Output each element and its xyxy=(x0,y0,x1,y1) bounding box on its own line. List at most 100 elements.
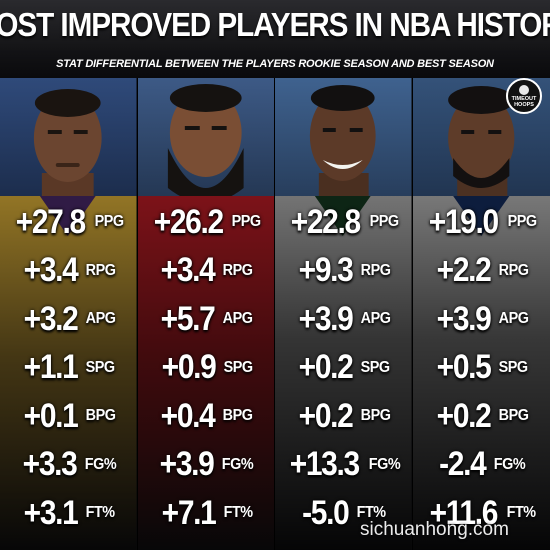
stat-unit: BPG xyxy=(360,407,391,425)
stat-row: +0.1 BPG xyxy=(20,392,117,441)
stat-unit: PPG xyxy=(507,213,537,231)
stat-value: +0.9 xyxy=(161,348,216,387)
stat-unit: PPG xyxy=(369,213,399,231)
title-bar: MOST IMPROVED PLAYERS IN NBA HISTORY xyxy=(0,0,550,50)
basketball-icon xyxy=(519,84,529,95)
stat-row: +0.4 BPG xyxy=(157,392,254,441)
stat-row: +3.1 FT% xyxy=(20,489,116,538)
logo-line-1: TIMEOUT xyxy=(511,95,537,102)
stat-row: +3.4 RPG xyxy=(157,247,254,296)
stat-unit: FG% xyxy=(222,455,254,473)
stat-row: +2.2 RPG xyxy=(433,247,530,296)
player-photo-3 xyxy=(275,78,412,208)
stat-unit: BPG xyxy=(222,407,253,425)
stat-value: +3.3 xyxy=(22,445,77,484)
stat-unit: FG% xyxy=(84,455,117,473)
jersey-background-3 xyxy=(275,196,412,550)
stat-row: +3.4 RPG xyxy=(20,247,117,296)
stat-row: +3.9 APG xyxy=(433,295,530,344)
timeout-hoops-logo: TIMEOUT HOOPS xyxy=(506,78,542,114)
jersey-background-2 xyxy=(137,196,274,550)
stat-unit: APG xyxy=(85,310,116,328)
stat-value: +3.1 xyxy=(23,493,79,532)
stat-unit: FT% xyxy=(85,504,116,522)
jersey-background-4 xyxy=(412,196,550,550)
stat-row: +7.1 FT% xyxy=(158,489,254,538)
stat-unit: FT% xyxy=(506,504,537,522)
stat-value: +27.8 xyxy=(16,202,86,241)
stat-unit: APG xyxy=(360,310,391,328)
stat-unit: FT% xyxy=(356,504,387,522)
stat-value: +22.8 xyxy=(291,202,361,241)
stat-list-3: +22.8 PPG +9.3 RPG +3.9 APG +0.2 SPG +0.2 BPG… xyxy=(275,198,412,538)
stat-unit: FG% xyxy=(368,455,400,473)
stat-row: +1.1 SPG xyxy=(20,344,116,393)
player-panel-1: +27.8 PPG +3.4 RPG +3.2 APG +1.1 SPG +0.1 BPG… xyxy=(0,78,138,550)
stat-unit: RPG xyxy=(360,261,391,279)
stat-row: +0.2 BPG xyxy=(433,392,530,441)
stat-value: +2.2 xyxy=(436,251,491,290)
player-panel-3: +22.8 PPG +9.3 RPG +3.9 APG +0.2 SPG +0.2 BPG… xyxy=(275,78,413,550)
stat-value: +0.2 xyxy=(298,348,354,387)
stat-value: +0.1 xyxy=(23,396,78,435)
subtitle-bar: STAT DIFFERENTIAL BETWEEN THE PLAYERS RO… xyxy=(0,50,550,78)
stat-unit: SPG xyxy=(223,358,253,376)
stat-unit: RPG xyxy=(498,261,529,279)
player-photo-2 xyxy=(137,78,274,208)
stat-row: +13.3 FG% xyxy=(285,441,401,490)
player-photo-1 xyxy=(0,78,137,208)
stat-value: +3.4 xyxy=(160,251,216,290)
stat-row: +26.2 PPG xyxy=(149,198,263,247)
stat-unit: FG% xyxy=(493,455,525,473)
stat-value: +13.3 xyxy=(289,445,360,484)
stat-row: +27.8 PPG xyxy=(11,198,125,247)
stat-row: +19.0 PPG xyxy=(424,198,538,247)
stat-unit: SPG xyxy=(498,358,529,376)
logo-line-2: HOOPS xyxy=(514,101,534,108)
stat-value: +3.9 xyxy=(159,445,215,484)
stat-row: +3.9 FG% xyxy=(156,441,255,490)
player-photo-4 xyxy=(412,78,550,208)
stat-row: +0.5 SPG xyxy=(433,344,529,393)
stat-value: +3.2 xyxy=(23,299,78,338)
stat-unit: APG xyxy=(498,310,529,328)
stat-value: +0.5 xyxy=(436,348,492,387)
stat-unit: RPG xyxy=(85,261,116,279)
player-panels: +27.8 PPG +3.4 RPG +3.2 APG +1.1 SPG +0.1 BPG… xyxy=(0,78,550,550)
stat-value: +7.1 xyxy=(161,493,216,532)
stat-value: +26.2 xyxy=(153,202,224,241)
stat-list-1: +27.8 PPG +3.4 RPG +3.2 APG +1.1 SPG +0.1 BPG… xyxy=(0,198,137,538)
stat-value: +0.2 xyxy=(436,396,491,435)
stat-row: +0.2 BPG xyxy=(295,392,392,441)
stat-unit: BPG xyxy=(85,407,116,425)
watermark: sichuanhong.com xyxy=(360,519,509,540)
stat-value: +1.1 xyxy=(23,348,79,387)
stat-unit: BPG xyxy=(498,407,529,425)
stat-row: +3.3 FG% xyxy=(19,441,118,490)
stat-row: +5.7 APG xyxy=(157,295,254,344)
stat-value: +5.7 xyxy=(160,299,216,338)
stat-row: +0.9 SPG xyxy=(158,344,254,393)
stat-unit: RPG xyxy=(222,261,253,279)
stat-row: +9.3 RPG xyxy=(295,247,392,296)
stat-value: +0.2 xyxy=(298,396,353,435)
stat-row: -2.4 FG% xyxy=(436,441,527,490)
page-title: MOST IMPROVED PLAYERS IN NBA HISTORY xyxy=(0,6,550,43)
stat-unit: APG xyxy=(222,310,253,328)
stat-unit: SPG xyxy=(360,358,391,376)
stat-row: +22.8 PPG xyxy=(286,198,400,247)
stat-list-2: +26.2 PPG +3.4 RPG +5.7 APG +0.9 SPG +0.4 BPG… xyxy=(138,198,275,538)
stat-unit: SPG xyxy=(85,358,116,376)
stat-row: +0.2 SPG xyxy=(295,344,391,393)
stat-unit: PPG xyxy=(94,213,124,231)
page-subtitle: STAT DIFFERENTIAL BETWEEN THE PLAYERS RO… xyxy=(56,58,494,70)
stat-value: -5.0 xyxy=(302,493,350,532)
stat-value: +9.3 xyxy=(298,251,353,290)
jersey-background-1 xyxy=(0,196,137,550)
stat-value: +19.0 xyxy=(429,202,499,241)
stat-value: +3.9 xyxy=(298,299,353,338)
stat-value: +0.4 xyxy=(160,396,216,435)
stat-unit: PPG xyxy=(231,213,262,231)
stat-row: -5.0 FT% xyxy=(299,489,387,538)
stat-row: +3.2 APG xyxy=(20,295,117,344)
